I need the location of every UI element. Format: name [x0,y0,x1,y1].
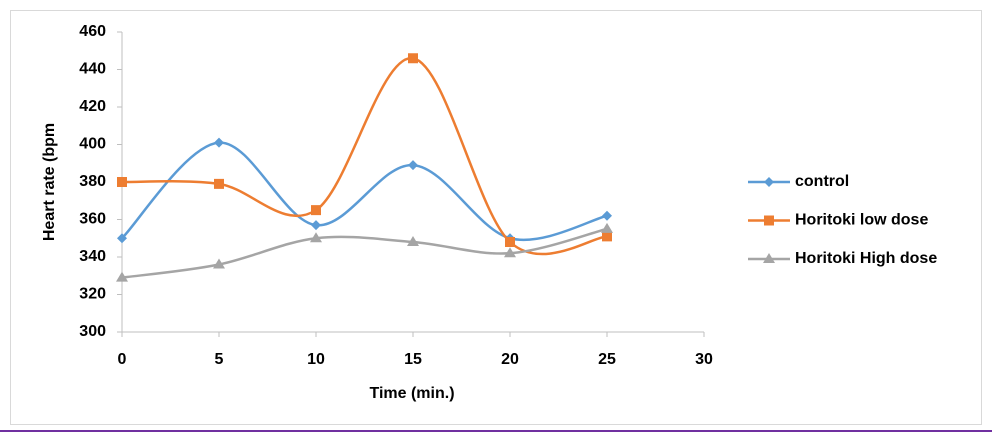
data-point [602,210,612,221]
y-tick-label: 460 [79,23,106,40]
data-point [408,53,418,64]
y-tick-label: 400 [79,136,106,153]
x-tick-label: 5 [215,351,224,368]
series-line [121,56,608,256]
y-tick-label: 300 [79,323,106,340]
data-point [310,232,322,243]
y-tick-label: 340 [79,248,106,265]
chart-frame [10,10,982,425]
data-point [117,233,127,244]
legend-marker [764,177,774,187]
legend-label: Horitoki low dose [795,212,928,229]
legend-label: Horitoki High dose [795,250,937,267]
data-point [311,205,321,216]
x-tick-label: 20 [501,351,519,368]
legend-marker [764,215,774,226]
data-point [311,220,321,231]
data-point [601,222,613,233]
data-point [504,247,516,258]
y-axis-title: Heart rate (bpm [41,123,58,241]
x-tick-label: 25 [598,351,616,368]
y-tick-label: 380 [79,173,106,190]
series-line [121,227,608,279]
y-tick-label: 320 [79,286,106,303]
x-tick-label: 15 [404,351,422,368]
legend-marker [763,253,775,263]
data-point [213,258,225,269]
data-point [407,236,419,246]
data-point [116,271,128,282]
data-point [602,231,612,242]
series-line [121,141,608,241]
y-tick-label: 440 [79,61,106,78]
x-tick-label: 30 [695,351,713,368]
legend-label: control [795,173,849,190]
y-tick-label: 420 [79,98,106,115]
data-point [117,177,127,187]
x-axis-title: Time (min.) [369,385,454,402]
data-point [214,178,224,189]
data-point [505,237,515,247]
y-tick-label: 360 [79,211,106,228]
x-tick-label: 10 [307,351,325,368]
x-tick-label: 0 [118,351,127,368]
data-point [408,160,418,171]
data-point [214,137,224,148]
